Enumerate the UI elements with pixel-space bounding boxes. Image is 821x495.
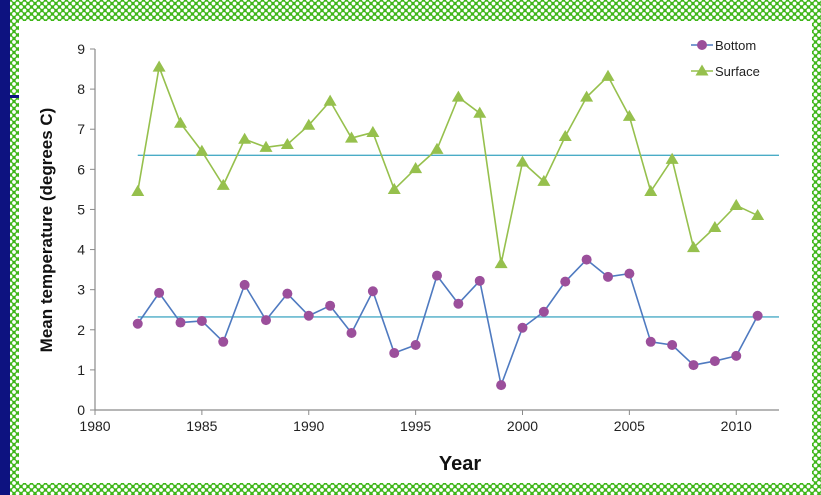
y-tick-label: 8 xyxy=(77,81,85,97)
surface-data-point xyxy=(708,220,722,233)
bottom-data-point xyxy=(346,327,357,338)
surface-data-point xyxy=(238,132,252,144)
y-tick-label: 5 xyxy=(77,201,85,217)
surface-data-point xyxy=(687,241,700,253)
bottom-data-point xyxy=(154,287,165,298)
surface-data-point xyxy=(729,198,743,210)
surface-data-point xyxy=(473,106,487,118)
bottom-series-line xyxy=(137,258,759,386)
bottom-data-point xyxy=(645,336,656,347)
x-axis-title: Year xyxy=(439,453,481,475)
y-tick-label: 4 xyxy=(77,242,85,258)
surface-data-point xyxy=(516,155,529,167)
surface-data-point xyxy=(494,257,508,269)
surface-data-point xyxy=(622,109,636,121)
surface-data-point xyxy=(644,184,658,196)
surface-data-point xyxy=(665,152,679,164)
surface-legend-marker xyxy=(695,64,709,76)
slide-left-tab xyxy=(0,95,28,98)
bottom-data-point xyxy=(410,340,421,351)
surface-data-point xyxy=(280,137,294,150)
bottom-data-point xyxy=(367,286,378,297)
x-tick-label: 1980 xyxy=(79,418,110,434)
y-tick-label: 2 xyxy=(77,322,85,338)
surface-data-point xyxy=(387,182,401,194)
bottom-data-point xyxy=(731,350,742,361)
legend: Bottom Surface xyxy=(691,38,760,79)
bottom-data-point xyxy=(624,268,635,279)
bottom-data-point xyxy=(667,340,678,351)
y-axis-title: Mean temperature (degrees C) xyxy=(37,108,56,353)
bottom-data-point xyxy=(239,279,250,290)
bottom-data-point xyxy=(581,254,592,265)
bottom-data-point xyxy=(496,380,507,391)
surface-data-point xyxy=(216,178,230,190)
bottom-data-point xyxy=(752,310,763,321)
bottom-legend-marker xyxy=(697,40,707,50)
bottom-data-point xyxy=(709,356,720,367)
slide-left-bar xyxy=(0,0,10,495)
bottom-data-point xyxy=(453,298,464,309)
y-tick-label: 1 xyxy=(77,362,85,378)
x-tick-label: 2005 xyxy=(614,418,645,434)
surface-data-point xyxy=(409,162,423,174)
x-ticks: 1980 1985 1990 1995 2000 2005 2010 xyxy=(79,410,752,434)
series-markers xyxy=(131,60,765,391)
mean-lines xyxy=(137,154,779,318)
bottom-data-point xyxy=(538,306,549,317)
bottom-data-point xyxy=(517,322,528,333)
surface-data-point xyxy=(152,60,166,72)
y-tick-label: 0 xyxy=(77,402,85,418)
bottom-data-point xyxy=(282,288,293,299)
surface-data-point xyxy=(131,184,145,196)
x-tick-label: 1985 xyxy=(186,418,217,434)
y-tick-label: 9 xyxy=(77,41,85,57)
bottom-data-point xyxy=(603,271,613,282)
bottom-data-point xyxy=(389,348,400,359)
surface-data-point xyxy=(302,118,316,130)
surface-data-point xyxy=(751,208,765,221)
y-tick-label: 6 xyxy=(77,161,85,177)
surface-data-point xyxy=(451,90,465,102)
x-tick-label: 2000 xyxy=(507,418,538,434)
bottom-data-point xyxy=(688,360,699,371)
surface-data-point xyxy=(537,174,551,186)
y-ticks: 0 1 2 3 4 5 6 7 8 9 xyxy=(77,41,95,418)
surface-data-point xyxy=(195,144,209,156)
surface-data-point xyxy=(174,116,187,128)
bottom-legend-label: Bottom xyxy=(715,38,756,53)
bottom-data-point xyxy=(175,317,186,328)
surface-data-point xyxy=(366,125,380,137)
bottom-data-point xyxy=(325,300,336,311)
bottom-data-point xyxy=(132,318,143,329)
x-tick-label: 1995 xyxy=(400,418,431,434)
y-tick-label: 7 xyxy=(77,121,85,137)
surface-legend-label: Surface xyxy=(715,64,760,79)
y-tick-label: 3 xyxy=(77,282,85,298)
surface-data-point xyxy=(601,69,615,81)
series-lines xyxy=(136,66,759,386)
x-tick-label: 2010 xyxy=(721,418,752,434)
bottom-data-point xyxy=(261,315,271,326)
bottom-data-point xyxy=(218,336,229,347)
bottom-data-point xyxy=(560,276,571,287)
surface-data-point xyxy=(345,131,358,143)
bottom-data-point xyxy=(196,315,207,326)
bottom-data-point xyxy=(474,275,485,286)
x-tick-label: 1990 xyxy=(293,418,324,434)
surface-data-point xyxy=(259,140,273,152)
surface-data-point xyxy=(430,142,444,154)
surface-data-point xyxy=(323,94,337,106)
axes xyxy=(94,49,779,411)
bottom-data-point xyxy=(432,270,442,281)
surface-series-line xyxy=(136,66,758,265)
surface-data-point xyxy=(580,90,594,102)
bottom-data-point xyxy=(303,310,314,321)
surface-data-point xyxy=(558,129,572,141)
